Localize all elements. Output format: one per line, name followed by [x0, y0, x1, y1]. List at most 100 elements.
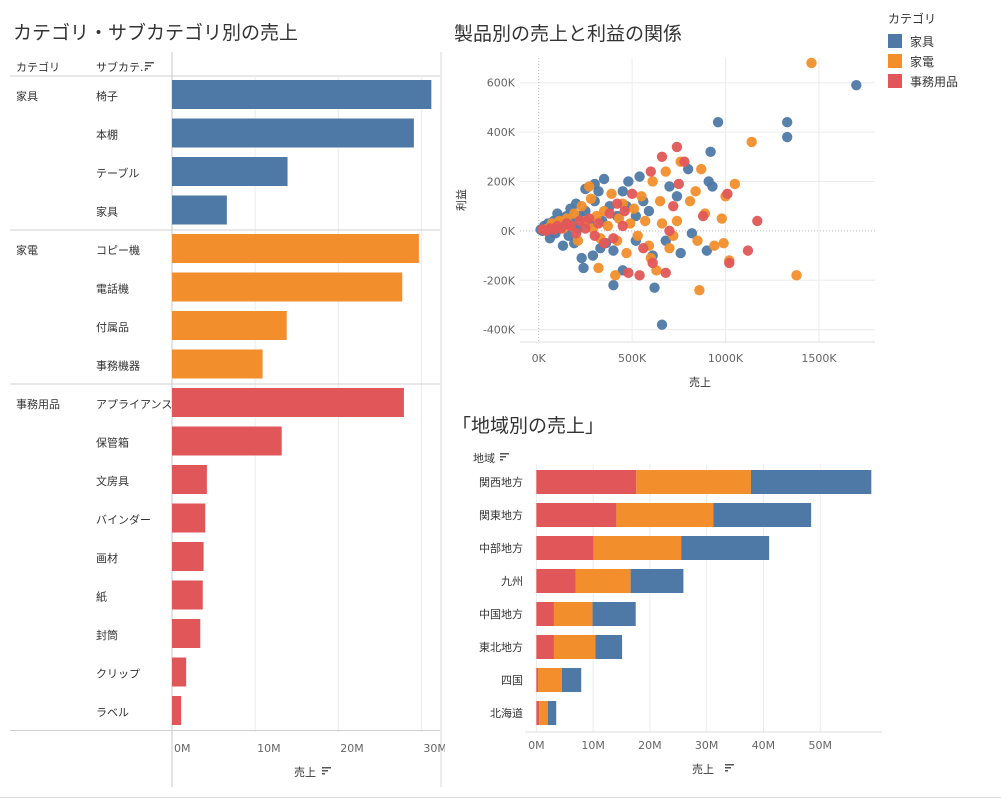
bar	[172, 118, 414, 148]
scatter-point	[722, 188, 733, 200]
stacked-bar-segment	[536, 668, 539, 692]
x-tick-label: 1000K	[708, 352, 744, 365]
x-axis-sort-icon[interactable]	[725, 764, 734, 772]
y-tick-label: 0K	[501, 225, 516, 238]
category-legend[interactable]: カテゴリ 家具 家電 事務用品	[888, 10, 958, 91]
scatter-point	[617, 220, 628, 232]
scatter-point	[647, 176, 658, 187]
stacked-bar-segment	[536, 602, 554, 626]
scatter-point	[668, 200, 679, 212]
scatter-point	[675, 247, 686, 259]
x-axis-label: 売上	[689, 376, 711, 389]
scatter-point	[611, 198, 623, 209]
scatter-point	[639, 215, 651, 227]
legend-item-furniture[interactable]: 家具	[888, 31, 958, 51]
header-category: カテゴリ	[16, 60, 60, 74]
sort-icon-line	[500, 456, 506, 458]
stacked-bar-segment	[636, 470, 751, 494]
scatter-point	[610, 270, 621, 281]
sort-icon-line	[322, 767, 331, 769]
sort-icon-line	[145, 65, 151, 67]
x-tick-label: 500K	[618, 352, 647, 365]
scatter-point	[712, 117, 724, 128]
scatter-point	[746, 136, 757, 148]
bar	[172, 426, 282, 456]
subcategory-label: バインダー	[96, 513, 151, 527]
legend-item-office[interactable]: 事務用品	[888, 71, 958, 91]
subcategory-label: 封筒	[96, 628, 118, 642]
x-tick-label: 50M	[808, 739, 832, 752]
scatter-point	[602, 220, 614, 232]
scatter-point	[673, 178, 685, 190]
scatter-point	[557, 240, 569, 251]
bar	[172, 503, 206, 533]
scatter-point	[598, 173, 610, 185]
stacked-bar-segment	[539, 701, 548, 725]
subcategory-sort-icon[interactable]	[145, 62, 154, 70]
scatter-point	[671, 215, 683, 227]
x-tick-label: 1500K	[801, 352, 837, 365]
legend-label-furniture: 家具	[910, 34, 935, 49]
bar	[172, 349, 263, 379]
region-sort-icon[interactable]	[500, 453, 509, 461]
scatter-point	[632, 230, 643, 242]
scatter-point	[617, 186, 628, 197]
x-tick-label: 20M	[638, 739, 662, 752]
scatter-point	[589, 230, 600, 242]
scatter-point	[636, 191, 647, 202]
scatter-point	[684, 196, 696, 207]
scatter-point	[583, 181, 595, 192]
legend-swatch-electronics	[888, 54, 902, 68]
stacked-bar-segment	[616, 503, 714, 527]
subcategory-label: 保管箱	[96, 436, 129, 450]
bar	[172, 311, 287, 340]
region-label: 北海道	[490, 706, 523, 720]
bar	[172, 696, 182, 725]
x-axis-sort-icon[interactable]	[322, 767, 331, 775]
scatter-point	[781, 131, 793, 143]
scatter-point	[643, 205, 655, 217]
scatter-point	[660, 267, 671, 279]
region-label: 関西地方	[479, 475, 523, 489]
scatter-point	[752, 215, 763, 227]
scatter-point	[587, 250, 599, 261]
bar	[172, 657, 187, 687]
region-label: 中部地方	[479, 541, 523, 555]
scatter-point	[656, 151, 668, 162]
scatter-point	[664, 225, 675, 237]
stacked-bar-segment	[575, 569, 631, 593]
scatter-point	[634, 171, 645, 182]
stacked-bar-segment	[536, 635, 554, 659]
scatter-point	[623, 267, 634, 279]
scatter-point	[806, 57, 817, 69]
scatter-point	[608, 280, 619, 291]
scatter-point	[580, 223, 591, 234]
stacked-bar-segment	[553, 635, 596, 659]
sort-icon-line	[725, 764, 734, 766]
x-tick-label: 30M	[695, 739, 719, 752]
subcategory-label: 本棚	[96, 128, 118, 142]
subcategory-label: テーブル	[96, 166, 139, 180]
subcategory-label: 紙	[96, 590, 107, 604]
scatter-point	[623, 176, 634, 187]
subcategory-label: 家具	[96, 205, 118, 219]
scatter-chart-title: 製品別の売上と利益の関係	[454, 23, 683, 45]
scatter-point	[628, 203, 640, 214]
scatter-point	[647, 257, 658, 269]
stacked-bar-segment	[750, 470, 872, 494]
subcategory-label: 事務機器	[96, 359, 140, 373]
x-tick-label: 20M	[340, 742, 364, 755]
x-tick-label: 0K	[532, 352, 547, 365]
stacked-bar-segment	[547, 701, 557, 725]
scatter-point	[696, 163, 707, 175]
bar	[172, 234, 419, 263]
scatter-point	[701, 245, 713, 256]
scatter-point	[654, 196, 666, 207]
legend-item-electronics[interactable]: 家電	[888, 51, 958, 71]
x-tick-label: 10M	[257, 742, 281, 755]
scatter-point	[851, 79, 862, 91]
x-axis-label: 売上	[692, 763, 714, 776]
subcategory-label: アプライアンス	[96, 398, 172, 411]
scatter-point	[694, 284, 705, 296]
